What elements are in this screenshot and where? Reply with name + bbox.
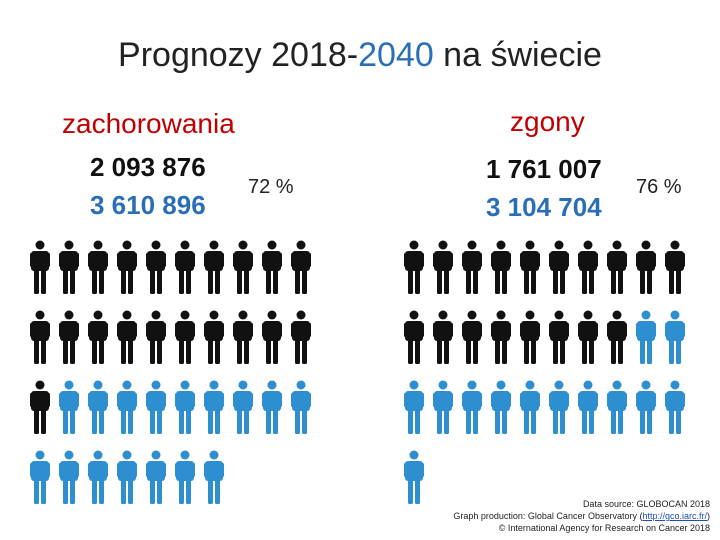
person-icon-2040-increase (117, 450, 137, 506)
person-icon-2040-increase (175, 450, 195, 506)
mortality-percent: 76 % (636, 176, 682, 198)
person-icon-2018 (491, 310, 511, 366)
person-icon-2040-increase (204, 380, 224, 436)
person-icon-2018 (117, 310, 137, 366)
person-icon-2018 (146, 310, 166, 366)
person-icon-2040-increase (549, 380, 569, 436)
title-suffix: na świecie (433, 36, 602, 74)
person-icon-2040-increase (404, 450, 424, 506)
person-icon-2018 (117, 240, 137, 296)
title-accent: 2040 (358, 36, 434, 74)
person-icon-2018 (636, 240, 656, 296)
person-icon-2040-increase (233, 380, 253, 436)
person-icon-2018 (30, 240, 50, 296)
person-icon-2018 (607, 240, 627, 296)
person-icon-2040-increase (665, 380, 685, 436)
person-icon-2018 (233, 240, 253, 296)
gco-link[interactable]: http://gco.iarc.fr/ (642, 511, 707, 521)
person-icon-2018 (204, 310, 224, 366)
incidence-label: zachorowania (62, 108, 235, 139)
mortality-value-2040: 3 104 704 (486, 192, 602, 222)
person-icon-2018 (462, 240, 482, 296)
person-icon-2018 (146, 240, 166, 296)
person-icon-2040-increase (204, 450, 224, 506)
credits-production: Graph production: Global Cancer Observat… (453, 510, 710, 522)
person-icon-2018 (204, 240, 224, 296)
person-icon-2040-increase (607, 380, 627, 436)
page-title: Prognozy 2018-2040 na świecie (0, 36, 720, 75)
person-icon-2040-increase (146, 450, 166, 506)
mortality-label: zgony (510, 106, 585, 137)
person-icon-2040-increase (88, 450, 108, 506)
person-icon-2018 (607, 310, 627, 366)
person-icon-2040-increase (491, 380, 511, 436)
person-icon-2018 (88, 310, 108, 366)
incidence-percent: 72 % (248, 176, 294, 198)
person-icon-2040-increase (291, 380, 311, 436)
person-icon-2040-increase (262, 380, 282, 436)
incidence-value-2018: 2 093 876 (90, 152, 206, 182)
credits-source: Data source: GLOBOCAN 2018 (582, 499, 710, 509)
credits-production-prefix: Graph production: Global Cancer Observat… (453, 511, 643, 521)
person-icon-2018 (433, 310, 453, 366)
person-icon-2018 (291, 240, 311, 296)
person-icon-2018 (59, 310, 79, 366)
person-icon-2018 (404, 240, 424, 296)
credits-copyright: © International Agency for Research on C… (498, 523, 710, 533)
mortality-value-2018: 1 761 007 (486, 154, 602, 184)
person-icon-2040-increase (404, 380, 424, 436)
person-icon-2018 (520, 310, 540, 366)
person-icon-2018 (433, 240, 453, 296)
person-icon-2018 (59, 240, 79, 296)
person-icon-2018 (175, 240, 195, 296)
person-icon-2018 (578, 310, 598, 366)
person-icon-2018 (578, 240, 598, 296)
person-icon-2018 (262, 240, 282, 296)
person-icon-2018 (462, 310, 482, 366)
person-icon-2018 (404, 310, 424, 366)
person-icon-2018 (30, 380, 50, 436)
credits-production-suffix: ) (707, 511, 710, 521)
person-icon-2040-increase (433, 380, 453, 436)
person-icon-2018 (491, 240, 511, 296)
person-icon-2018 (88, 240, 108, 296)
person-icon-2018 (520, 240, 540, 296)
person-icon-2018 (30, 310, 50, 366)
person-icon-2018 (549, 310, 569, 366)
person-icon-2018 (262, 310, 282, 366)
person-icon-2040-increase (30, 450, 50, 506)
person-icon-2018 (549, 240, 569, 296)
person-icon-2040-increase (146, 380, 166, 436)
person-icon-2040-increase (117, 380, 137, 436)
person-icon-2018 (233, 310, 253, 366)
person-icon-2040-increase (636, 380, 656, 436)
person-icon-2040-increase (462, 380, 482, 436)
person-icon-2040-increase (578, 380, 598, 436)
person-icon-2018 (291, 310, 311, 366)
person-icon-2040-increase (175, 380, 195, 436)
person-icon-2040-increase (520, 380, 540, 436)
incidence-value-2040: 3 610 896 (90, 190, 206, 220)
person-icon-2018 (665, 240, 685, 296)
credits: Data source: GLOBOCAN 2018 Graph product… (453, 498, 710, 534)
person-icon-2018 (175, 310, 195, 366)
person-icon-2040-increase (88, 380, 108, 436)
person-icon-2040-increase (665, 310, 685, 366)
title-prefix: Prognozy 2018- (118, 36, 359, 74)
person-icon-2040-increase (59, 450, 79, 506)
person-icon-2040-increase (59, 380, 79, 436)
person-icon-2040-increase (636, 310, 656, 366)
